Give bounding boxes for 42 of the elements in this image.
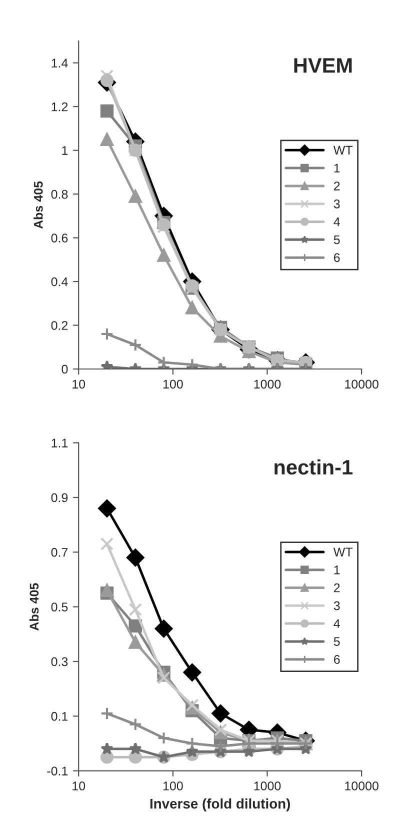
y-tick-label: 0.7 — [51, 548, 68, 557]
legend-label: 6 — [334, 655, 340, 664]
y-tick-label: 1.2 — [52, 102, 68, 112]
legend-label: 6 — [334, 253, 340, 262]
y-tick-label: 0.3 — [51, 657, 68, 666]
y-tick-label: -0.1 — [47, 766, 68, 776]
y-axis-title: Abs 405 — [29, 583, 39, 630]
x-axis-title: Inverse (fold dilution) — [150, 798, 290, 812]
y-tick-label: 1.4 — [52, 58, 68, 68]
legend-label: 3 — [334, 200, 340, 208]
y-tick-label: 0.4 — [51, 277, 68, 286]
y-tick-label: 0.1 — [51, 712, 68, 721]
x-tick-label: 10000 — [345, 782, 378, 790]
legend-label: WT — [333, 548, 353, 556]
x-tick-label: 100 — [163, 380, 183, 389]
legend-label: 2 — [334, 583, 340, 592]
y-tick-label: 0.8 — [51, 190, 68, 199]
legend-label: 3 — [334, 601, 340, 610]
y-tick-label: 0.5 — [51, 602, 68, 612]
legend-label: 2 — [334, 182, 340, 190]
y-tick-label: 0.2 — [51, 321, 68, 330]
legend-label: 4 — [334, 619, 340, 628]
x-tick-label: 10 — [72, 380, 86, 389]
y-tick-label: 0.6 — [51, 234, 68, 242]
x-tick-label: 1000 — [254, 782, 281, 790]
legend-label: 4 — [334, 218, 340, 226]
y-tick-label: 1 — [62, 146, 68, 155]
y-tick-label: 1.1 — [52, 438, 68, 448]
x-tick-label: 10 — [72, 782, 86, 790]
y-tick-label: 0 — [62, 364, 68, 374]
legend-label: WT — [333, 146, 353, 155]
legend-label: 1 — [334, 566, 340, 574]
legend-label: 5 — [334, 235, 340, 244]
text: HVEM — [294, 58, 352, 73]
legend-label: 1 — [334, 164, 340, 172]
x-tick-label: 1000 — [254, 380, 281, 389]
legend-label: 5 — [334, 637, 340, 646]
x-tick-label: 100 — [163, 782, 183, 790]
y-tick-label: 0.9 — [51, 493, 68, 502]
x-tick-label: 10000 — [345, 380, 378, 389]
y-axis-title: Abs 405 — [34, 181, 43, 229]
text: nectin-1 — [274, 459, 352, 475]
